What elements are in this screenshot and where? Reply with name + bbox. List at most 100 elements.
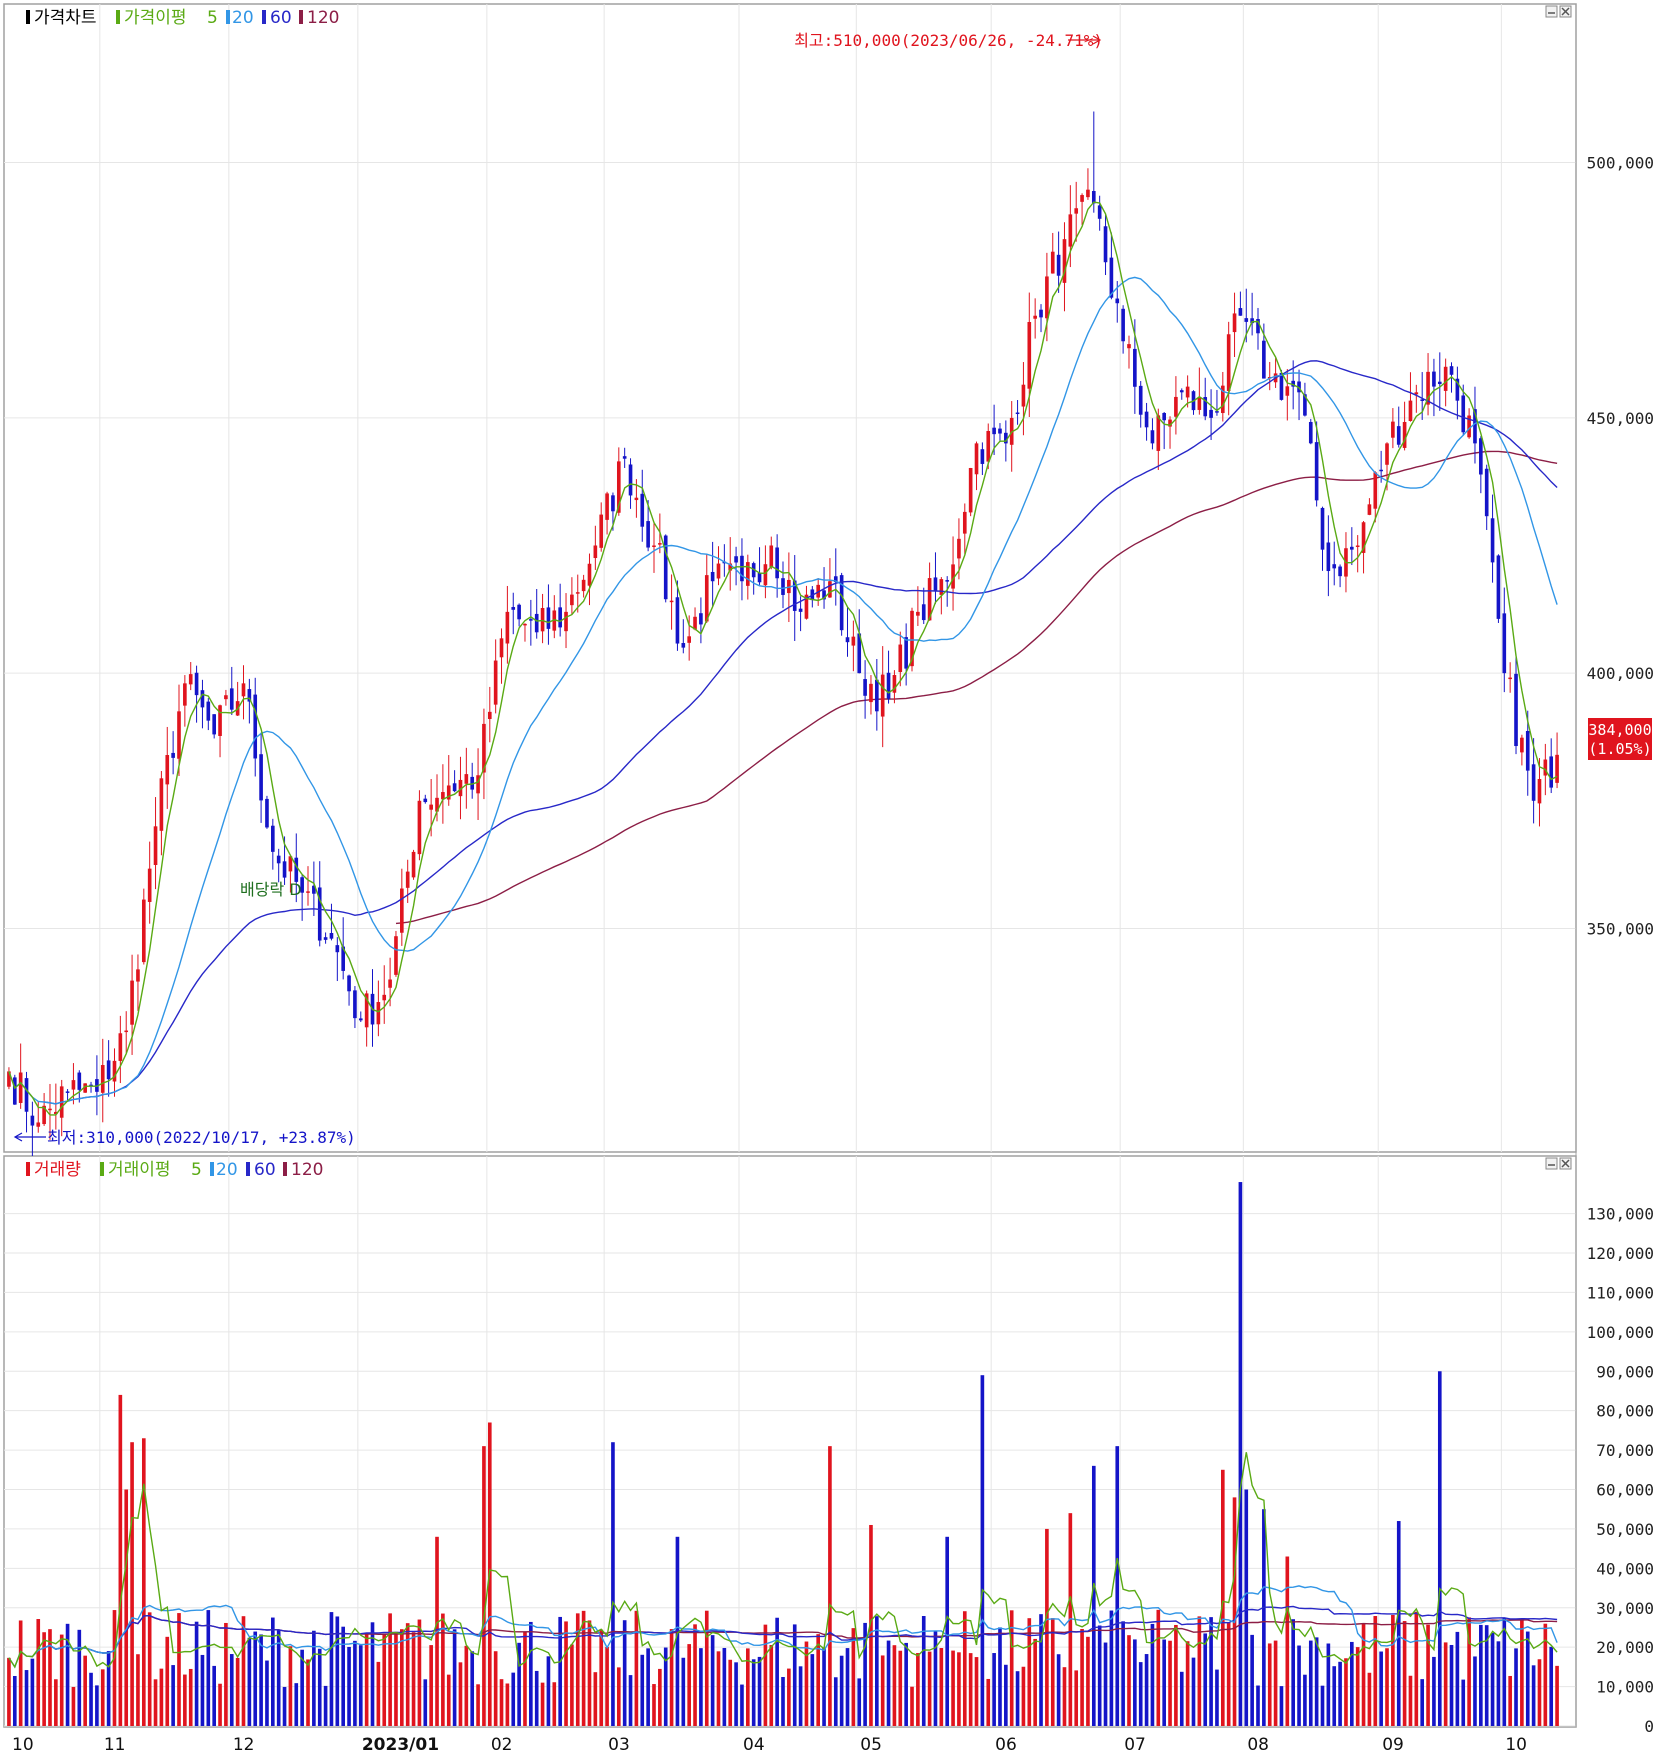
candle-body	[1250, 318, 1254, 324]
candle	[1209, 389, 1213, 440]
candle-body	[898, 644, 903, 673]
candle	[675, 580, 680, 651]
candle	[869, 675, 873, 715]
volume-panel-minimize-icon[interactable]	[1545, 1157, 1558, 1170]
candle-body	[599, 514, 604, 548]
candle	[804, 585, 809, 620]
candle	[1156, 408, 1161, 471]
volume-bar	[54, 1679, 58, 1726]
price-ma120-line	[395, 450, 1558, 925]
low-annotation-text: 최저:310,000(2022/10/17, +23.87%)	[47, 1128, 356, 1147]
candle-body	[1496, 555, 1501, 619]
candle	[599, 502, 604, 552]
volume-panel-close-icon[interactable]	[1559, 1157, 1572, 1170]
volume-bar	[470, 1651, 475, 1726]
candle	[916, 586, 920, 626]
volume-bar	[229, 1654, 234, 1726]
volume-bar	[452, 1629, 457, 1726]
candle-body	[1185, 386, 1190, 398]
candle	[7, 1067, 11, 1090]
candle-body	[804, 594, 809, 619]
price-legend-ma60: 60	[270, 8, 292, 28]
volume-bar	[1226, 1622, 1231, 1726]
volume-bar	[1045, 1528, 1049, 1726]
candle	[1455, 366, 1460, 420]
candle	[1185, 375, 1190, 408]
candle-body	[916, 611, 920, 616]
candle-body	[18, 1072, 23, 1103]
candle-body	[1115, 298, 1120, 304]
volume-bar	[810, 1654, 815, 1726]
volume-bar	[446, 1674, 451, 1726]
candle	[1473, 386, 1477, 464]
candle	[12, 1074, 17, 1105]
volume-bar	[951, 1650, 955, 1726]
candle	[183, 675, 187, 727]
volume-y-tick-label: 60,000	[1596, 1481, 1654, 1500]
candle	[570, 577, 574, 615]
volume-bar	[306, 1659, 310, 1726]
candle	[1021, 362, 1026, 436]
volume-y-tick-label: 40,000	[1596, 1559, 1654, 1578]
candle	[165, 726, 170, 809]
volume-bar	[147, 1612, 152, 1726]
volume-bar	[106, 1651, 111, 1726]
last-price-tag-bg	[1588, 718, 1652, 760]
volume-bar	[529, 1621, 533, 1726]
legend-swatch-vol-ma-label	[100, 1162, 104, 1176]
volume-legend-ma120: 120	[291, 1160, 323, 1180]
candle-body	[974, 443, 979, 475]
candle	[1549, 738, 1554, 794]
volume-bar	[1291, 1619, 1295, 1726]
candle-body	[968, 467, 973, 513]
candle-body	[1367, 504, 1372, 515]
candle	[517, 603, 521, 627]
volume-bar	[611, 1442, 615, 1726]
candle	[65, 1089, 70, 1101]
price-panel-close-icon[interactable]	[1559, 5, 1572, 18]
candle-body	[30, 1115, 35, 1126]
volume-bar	[828, 1446, 832, 1726]
volume-bar	[687, 1644, 691, 1726]
candle	[89, 1081, 93, 1093]
candle-body	[206, 701, 211, 721]
legend-swatch-ma120	[299, 10, 303, 24]
candle-body	[241, 683, 246, 697]
volume-bar	[1508, 1675, 1512, 1726]
candle-body	[1396, 426, 1401, 445]
candle-body	[1168, 419, 1172, 427]
volume-bar	[587, 1620, 592, 1726]
candle	[986, 423, 991, 470]
candle-body	[312, 885, 316, 894]
candle-body	[54, 1111, 58, 1115]
volume-bar	[1244, 1489, 1249, 1726]
volume-bar	[1127, 1635, 1131, 1726]
volume-bar	[136, 1654, 140, 1726]
candle	[716, 546, 721, 586]
candle	[353, 986, 357, 1029]
candle-body	[1537, 779, 1542, 804]
volume-bar	[1027, 1618, 1032, 1726]
volume-bar	[493, 1651, 498, 1726]
candle-body	[740, 555, 744, 582]
candle	[124, 1011, 129, 1054]
candle-body	[1432, 371, 1436, 387]
volume-bar	[980, 1375, 985, 1726]
candle-body	[1338, 566, 1342, 577]
candle-body	[892, 675, 897, 693]
candle-body	[171, 752, 175, 758]
volume-bar	[992, 1653, 996, 1726]
candle	[511, 592, 516, 635]
volume-bar	[394, 1631, 398, 1726]
volume-bar	[388, 1613, 392, 1726]
candle	[470, 762, 475, 799]
candle-body	[1220, 385, 1225, 414]
candle	[1496, 554, 1501, 623]
candle-body	[435, 797, 439, 812]
price-panel-minimize-icon[interactable]	[1545, 5, 1558, 18]
volume-bar	[241, 1616, 246, 1726]
candle-body	[652, 545, 656, 547]
candle	[77, 1070, 82, 1103]
volume-bar	[652, 1684, 656, 1726]
volume-bar	[429, 1645, 433, 1726]
